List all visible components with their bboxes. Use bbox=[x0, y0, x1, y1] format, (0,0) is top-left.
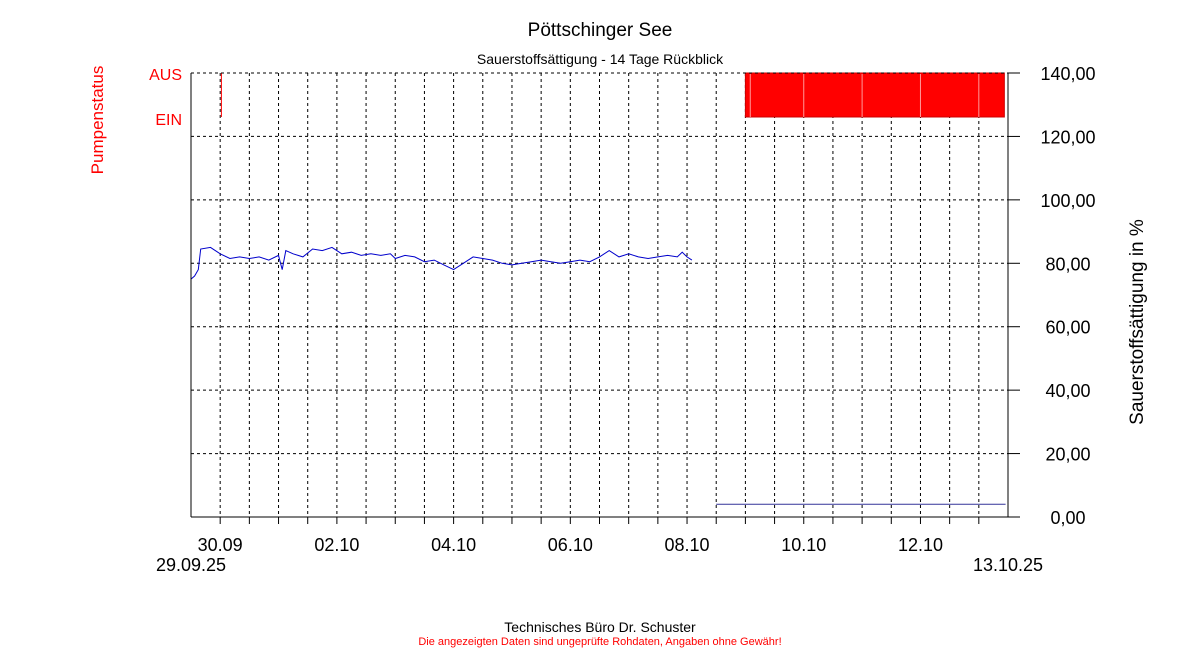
footer-disclaimer: Die angezeigten Daten sind ungeprüfte Ro… bbox=[418, 636, 781, 648]
x-start-label: 29.09.25 bbox=[156, 555, 226, 575]
grid-lines bbox=[191, 72, 1008, 517]
x-tick-label: 30.09 bbox=[198, 535, 243, 555]
x-tick-label: 10.10 bbox=[781, 535, 826, 555]
y-tick-label: 40,00 bbox=[1045, 381, 1090, 401]
tick-labels: 0,00 20,00 40,00 60,00 80,00 100,00 120,00 140,… bbox=[198, 64, 1096, 555]
y-tick-label: 80,00 bbox=[1045, 254, 1090, 274]
y-tick-label: 0,00 bbox=[1050, 508, 1085, 528]
series-lines bbox=[190, 246, 1006, 505]
chart-title: Pöttschinger See bbox=[528, 20, 673, 41]
x-tick-label: 02.10 bbox=[314, 535, 359, 555]
pump-on-bar bbox=[744, 72, 1005, 118]
pump-on-label: EIN bbox=[155, 112, 182, 129]
pump-off-label: AUS bbox=[149, 67, 182, 84]
x-end-label: 13.10.25 bbox=[973, 555, 1043, 575]
pump-status-bars bbox=[220, 72, 1005, 118]
axes bbox=[190, 72, 1020, 524]
y-tick-label: 140,00 bbox=[1040, 64, 1095, 84]
y-tick-label: 100,00 bbox=[1040, 191, 1095, 211]
y-axis-label: Sauerstoffsättigung in % bbox=[1127, 219, 1148, 425]
x-tick-label: 06.10 bbox=[548, 535, 593, 555]
x-tick-label: 08.10 bbox=[665, 535, 710, 555]
pump-status-axis-label: Pumpenstatus bbox=[88, 66, 107, 175]
y-tick-label: 20,00 bbox=[1045, 445, 1090, 465]
y-tick-label: 60,00 bbox=[1045, 318, 1090, 338]
x-tick-label: 12.10 bbox=[898, 535, 943, 555]
footer-company: Technisches Büro Dr. Schuster bbox=[504, 619, 696, 635]
chart-subtitle: Sauerstoffsättigung - 14 Tage Rückblick bbox=[477, 51, 724, 67]
x-tick-label: 04.10 bbox=[431, 535, 476, 555]
series-line bbox=[190, 246, 693, 280]
y-tick-label: 120,00 bbox=[1040, 127, 1095, 147]
